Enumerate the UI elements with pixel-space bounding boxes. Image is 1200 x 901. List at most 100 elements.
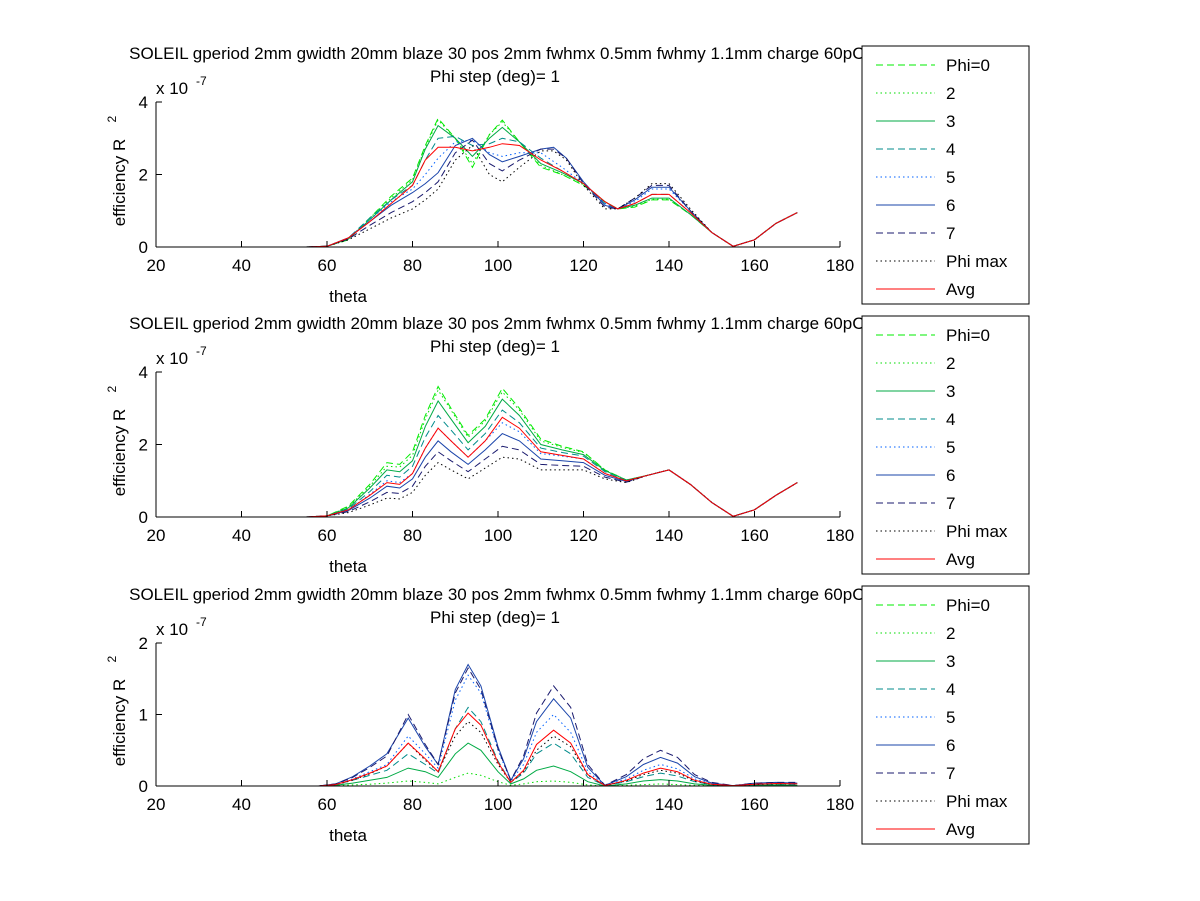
y-tick-label: 2 bbox=[139, 436, 148, 455]
x-tick-label: 40 bbox=[232, 256, 251, 275]
y-axis-label: efficiency R bbox=[110, 409, 129, 497]
x-axis-label: theta bbox=[329, 826, 367, 845]
legend-label: Avg bbox=[946, 820, 975, 839]
chart-subtitle: Phi step (deg)= 1 bbox=[430, 67, 560, 86]
subplot-3: SOLEIL gperiod 2mm gwidth 20mm blaze 30 … bbox=[105, 585, 1030, 845]
y-tick-label: 2 bbox=[139, 166, 148, 185]
legend-label: 6 bbox=[946, 466, 955, 485]
legend-label: 2 bbox=[946, 354, 955, 373]
x-tick-label: 120 bbox=[569, 256, 597, 275]
y-axis-label-group: efficiency R 2 bbox=[105, 116, 129, 227]
legend-label: 5 bbox=[946, 708, 955, 727]
legend-label: 4 bbox=[946, 680, 955, 699]
x-tick-label: 40 bbox=[232, 795, 251, 814]
legend-label: 3 bbox=[946, 382, 955, 401]
y-axis-label: efficiency R bbox=[110, 139, 129, 227]
legend-label: 6 bbox=[946, 196, 955, 215]
x-tick-label: 120 bbox=[569, 526, 597, 545]
y-exponent-power: -7 bbox=[196, 344, 207, 358]
series-line-3 bbox=[198, 742, 798, 787]
legend-label: Phi=0 bbox=[946, 596, 990, 615]
x-tick-label: 140 bbox=[655, 256, 683, 275]
x-tick-label: 60 bbox=[318, 256, 337, 275]
legend: Phi=0 2 3 4 5 6 7 Phi max Avg bbox=[861, 315, 1030, 575]
legend-label: 2 bbox=[946, 84, 955, 103]
legend-label: 5 bbox=[946, 438, 955, 457]
subplot-1: SOLEIL gperiod 2mm gwidth 20mm blaze 30 … bbox=[105, 44, 1030, 306]
x-tick-label: 160 bbox=[740, 526, 768, 545]
y-axis-label-superscript: 2 bbox=[105, 656, 119, 663]
charts-container: SOLEIL gperiod 2mm gwidth 20mm blaze 30 … bbox=[105, 44, 1030, 845]
chart-subtitle: Phi step (deg)= 1 bbox=[430, 337, 560, 356]
legend-label: 3 bbox=[946, 112, 955, 131]
legend-label: 5 bbox=[946, 168, 955, 187]
x-tick-label: 140 bbox=[655, 526, 683, 545]
legend-label: Avg bbox=[946, 280, 975, 299]
x-tick-label: 20 bbox=[147, 256, 166, 275]
legend-label: Phi max bbox=[946, 252, 1008, 271]
legend: Phi=0 2 3 4 5 6 7 Phi max Avg bbox=[861, 45, 1030, 305]
x-tick-label: 20 bbox=[147, 795, 166, 814]
series-line-2 bbox=[198, 772, 798, 787]
legend-label: Phi=0 bbox=[946, 326, 990, 345]
series-line-7 bbox=[198, 139, 798, 248]
y-axis-label-superscript: 2 bbox=[105, 116, 119, 123]
y-tick-label: 0 bbox=[139, 238, 148, 257]
y-tick-label: 1 bbox=[139, 706, 148, 725]
x-tick-label: 100 bbox=[484, 256, 512, 275]
series-lines bbox=[198, 117, 798, 248]
series-line-7 bbox=[198, 666, 798, 787]
x-tick-label: 60 bbox=[318, 526, 337, 545]
chart-subtitle: Phi step (deg)= 1 bbox=[430, 608, 560, 627]
y-tick-label: 4 bbox=[139, 93, 148, 112]
legend-label: 4 bbox=[946, 410, 955, 429]
y-tick-label: 2 bbox=[139, 634, 148, 653]
x-tick-label: 180 bbox=[826, 795, 854, 814]
subplot-2: SOLEIL gperiod 2mm gwidth 20mm blaze 30 … bbox=[105, 314, 1030, 576]
legend-label: 7 bbox=[946, 764, 955, 783]
series-line-6 bbox=[198, 663, 798, 787]
x-tick-label: 20 bbox=[147, 526, 166, 545]
x-tick-label: 160 bbox=[740, 795, 768, 814]
legend-label: 7 bbox=[946, 224, 955, 243]
legend-label: Phi max bbox=[946, 792, 1008, 811]
x-tick-label: 180 bbox=[826, 256, 854, 275]
series-line-5 bbox=[198, 674, 798, 787]
y-exponent-base: x 10 bbox=[156, 349, 188, 368]
x-tick-label: 140 bbox=[655, 795, 683, 814]
y-tick-label: 0 bbox=[139, 508, 148, 527]
y-axis-label-group: efficiency R 2 bbox=[105, 386, 129, 497]
legend-label: Avg bbox=[946, 550, 975, 569]
chart-title: SOLEIL gperiod 2mm gwidth 20mm blaze 30 … bbox=[129, 314, 961, 333]
series-lines bbox=[198, 385, 798, 518]
y-exponent-power: -7 bbox=[196, 74, 207, 88]
x-tick-label: 80 bbox=[403, 256, 422, 275]
series-line-9 bbox=[198, 143, 798, 248]
x-tick-label: 80 bbox=[403, 526, 422, 545]
legend-label: 3 bbox=[946, 652, 955, 671]
y-tick-label: 4 bbox=[139, 363, 148, 382]
x-tick-label: 180 bbox=[826, 526, 854, 545]
series-line-9 bbox=[198, 712, 798, 787]
x-tick-label: 100 bbox=[484, 795, 512, 814]
legend-label: 7 bbox=[946, 494, 955, 513]
y-tick-label: 0 bbox=[139, 777, 148, 796]
legend-label: 6 bbox=[946, 736, 955, 755]
series-line-9 bbox=[198, 416, 798, 518]
x-axis-label: theta bbox=[329, 557, 367, 576]
legend-label: Phi max bbox=[946, 522, 1008, 541]
y-axis-label-group: efficiency R 2 bbox=[105, 656, 129, 767]
legend-label: 2 bbox=[946, 624, 955, 643]
x-tick-label: 160 bbox=[740, 256, 768, 275]
x-tick-label: 100 bbox=[484, 526, 512, 545]
x-tick-label: 40 bbox=[232, 526, 251, 545]
x-tick-label: 60 bbox=[318, 795, 337, 814]
legend-label: 4 bbox=[946, 140, 955, 159]
x-tick-label: 120 bbox=[569, 795, 597, 814]
y-axis-label-superscript: 2 bbox=[105, 386, 119, 393]
series-line-4 bbox=[198, 706, 798, 787]
x-axis-label: theta bbox=[329, 287, 367, 306]
legend: Phi=0 2 3 4 5 6 7 Phi max Avg bbox=[861, 585, 1030, 845]
chart-title: SOLEIL gperiod 2mm gwidth 20mm blaze 30 … bbox=[129, 585, 961, 604]
